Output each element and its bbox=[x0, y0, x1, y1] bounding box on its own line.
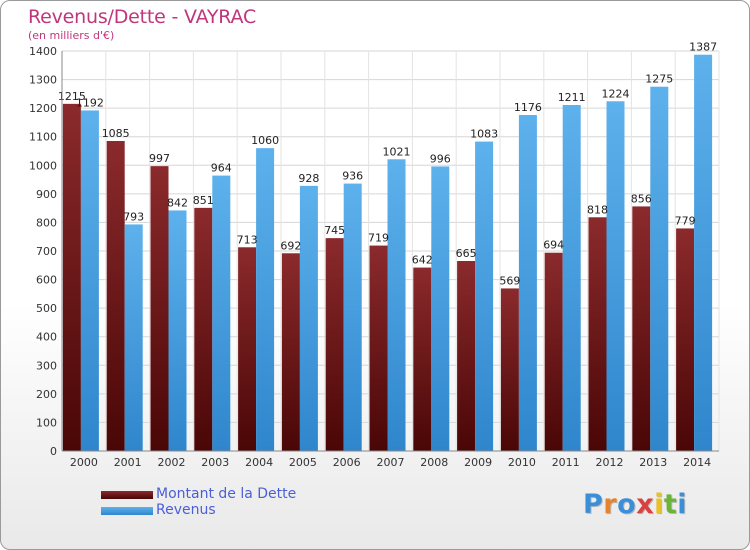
y-tick-label: 1400 bbox=[29, 45, 57, 58]
chart-title: Revenus/Dette - VAYRAC bbox=[28, 6, 257, 28]
bar-revenus bbox=[606, 101, 625, 452]
value-label-dette: 856 bbox=[631, 192, 652, 205]
value-label-dette: 997 bbox=[149, 152, 170, 165]
value-label-dette: 779 bbox=[675, 214, 696, 227]
y-tick-label: 1200 bbox=[29, 102, 57, 115]
bar-revenus bbox=[431, 166, 450, 451]
bar-dette bbox=[676, 228, 695, 451]
y-tick-label: 300 bbox=[36, 359, 57, 372]
x-tick-label: 2006 bbox=[333, 456, 361, 469]
value-label-dette: 818 bbox=[587, 203, 608, 216]
x-tick-label: 2003 bbox=[201, 456, 229, 469]
bar-dette bbox=[238, 247, 257, 451]
value-label-revenus: 1224 bbox=[602, 87, 630, 100]
value-label-revenus: 928 bbox=[298, 172, 319, 185]
value-label-revenus: 1176 bbox=[514, 101, 542, 114]
value-label-revenus: 1275 bbox=[645, 73, 673, 86]
bar-revenus bbox=[387, 159, 406, 452]
x-tick-label: 2000 bbox=[70, 456, 98, 469]
y-tick-label: 100 bbox=[36, 416, 57, 429]
value-label-revenus: 1060 bbox=[251, 134, 279, 147]
y-tick-label: 500 bbox=[36, 302, 57, 315]
legend-swatch-dette bbox=[101, 491, 153, 499]
y-tick-label: 800 bbox=[36, 216, 57, 229]
x-tick-label: 2008 bbox=[420, 456, 448, 469]
proxiti-logo: Proxiti bbox=[583, 489, 688, 520]
bar-revenus bbox=[650, 86, 669, 451]
bar-revenus bbox=[299, 185, 318, 451]
value-label-dette: 665 bbox=[456, 247, 477, 260]
x-tick-label: 2007 bbox=[377, 456, 405, 469]
y-tick-label: 900 bbox=[36, 188, 57, 201]
value-label-revenus: 964 bbox=[211, 162, 232, 175]
value-label-revenus: 1387 bbox=[689, 41, 717, 54]
value-label-revenus: 793 bbox=[123, 210, 144, 223]
y-tick-label: 400 bbox=[36, 331, 57, 344]
value-label-revenus: 1211 bbox=[558, 91, 586, 104]
bar-dette bbox=[457, 261, 476, 451]
bar-revenus bbox=[562, 105, 581, 451]
y-tick-label: 200 bbox=[36, 388, 57, 401]
bar-dette bbox=[632, 206, 651, 451]
value-label-dette: 1215 bbox=[58, 90, 86, 103]
x-tick-label: 2004 bbox=[245, 456, 273, 469]
legend-label-dette: Montant de la Dette bbox=[156, 486, 297, 502]
bar-dette bbox=[194, 207, 213, 451]
x-tick-label: 2014 bbox=[683, 456, 711, 469]
value-label-revenus: 842 bbox=[167, 196, 188, 209]
bar-dette bbox=[588, 217, 607, 451]
value-label-dette: 692 bbox=[280, 239, 301, 252]
value-label-dette: 713 bbox=[237, 233, 258, 246]
x-tick-label: 2005 bbox=[289, 456, 317, 469]
bar-revenus bbox=[475, 141, 494, 452]
bar-revenus bbox=[343, 183, 362, 452]
bar-dette bbox=[150, 166, 169, 451]
x-tick-label: 2011 bbox=[552, 456, 580, 469]
bar-revenus bbox=[80, 110, 99, 451]
bar-revenus bbox=[124, 224, 143, 451]
bar-dette bbox=[500, 288, 519, 451]
bar-dette bbox=[325, 238, 344, 451]
value-label-dette: 569 bbox=[499, 274, 520, 287]
x-tick-label: 2013 bbox=[639, 456, 667, 469]
bar-revenus bbox=[256, 148, 275, 451]
y-tick-label: 0 bbox=[50, 445, 57, 458]
bar-revenus bbox=[212, 175, 231, 452]
x-tick-label: 2009 bbox=[464, 456, 492, 469]
bar-revenus bbox=[694, 54, 713, 451]
x-tick-label: 2010 bbox=[508, 456, 536, 469]
legend-label-revenus: Revenus bbox=[156, 502, 216, 518]
value-label-revenus: 996 bbox=[430, 152, 451, 165]
value-label-dette: 851 bbox=[193, 194, 214, 207]
y-tick-label: 1100 bbox=[29, 131, 57, 144]
value-label-revenus: 1021 bbox=[383, 145, 411, 158]
y-tick-label: 600 bbox=[36, 274, 57, 287]
y-tick-label: 700 bbox=[36, 245, 57, 258]
value-label-revenus: 936 bbox=[342, 170, 363, 183]
value-label-revenus: 1192 bbox=[76, 96, 104, 109]
bar-dette bbox=[413, 267, 432, 451]
value-label-dette: 1085 bbox=[102, 127, 130, 140]
value-label-dette: 694 bbox=[543, 239, 564, 252]
y-tick-label: 1000 bbox=[29, 159, 57, 172]
y-tick-label: 1300 bbox=[29, 74, 57, 87]
bar-dette bbox=[544, 252, 563, 451]
legend-swatch-revenus bbox=[101, 507, 153, 515]
value-label-dette: 642 bbox=[412, 254, 433, 267]
bar-dette bbox=[62, 103, 81, 451]
chart-subtitle: (en milliers d'€) bbox=[28, 29, 115, 42]
value-label-dette: 719 bbox=[368, 232, 389, 245]
value-label-dette: 745 bbox=[324, 224, 345, 237]
bar-revenus bbox=[168, 210, 187, 451]
bar-revenus bbox=[518, 115, 537, 451]
x-tick-label: 2002 bbox=[158, 456, 186, 469]
x-tick-label: 2012 bbox=[596, 456, 624, 469]
x-tick-label: 2001 bbox=[114, 456, 142, 469]
bar-dette bbox=[281, 253, 300, 451]
value-label-revenus: 1083 bbox=[470, 128, 498, 141]
bar-dette bbox=[106, 141, 125, 451]
bar-dette bbox=[369, 245, 388, 451]
